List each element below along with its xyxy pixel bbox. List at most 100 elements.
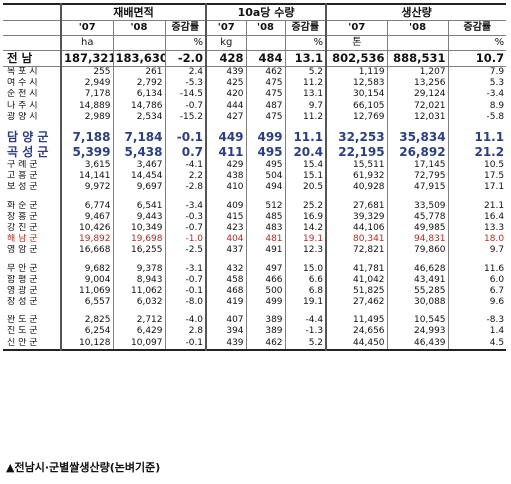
- value-cell: 44,106: [325, 222, 388, 235]
- table-row: 장 흥 군 9,467 9,443 -0.3 415 485 16.9 39,329 45,77…: [3, 211, 507, 223]
- region-name: 영 광 군: [7, 285, 38, 296]
- value-cell: 2,989: [60, 111, 113, 123]
- region-name: 완 도 군: [7, 315, 38, 326]
- value-cell: 12,769: [325, 111, 388, 123]
- spacer-cell: [284, 308, 327, 316]
- value-cell: -0.7: [164, 222, 207, 235]
- value-cell: 6,032: [112, 297, 165, 309]
- value-cell: 12,031: [386, 111, 449, 123]
- spacer-cell: [245, 308, 286, 316]
- value-cell: 51,825: [325, 285, 388, 297]
- value-cell: 30,154: [325, 89, 388, 101]
- value-cell: 11,495: [325, 315, 388, 327]
- value-cell: 41,781: [325, 263, 388, 275]
- value-cell: 4.5: [447, 337, 507, 350]
- value-cell: 475: [245, 89, 286, 101]
- value-cell: 410: [205, 182, 247, 194]
- header-unit: %: [164, 35, 207, 51]
- value-cell: 14,454: [112, 171, 165, 183]
- value-cell: -8.0: [164, 297, 207, 309]
- spacer-cell: [3, 123, 61, 130]
- value-cell: 1.4: [447, 326, 507, 338]
- spacer-cell: [245, 193, 286, 201]
- value-cell: 2,949: [60, 78, 113, 90]
- header-col: 증감률: [284, 20, 327, 36]
- value-cell: 11.1: [447, 129, 507, 145]
- value-cell: 8,943: [112, 274, 165, 286]
- table-row: 구 례 군 3,615 3,467 -4.1 429 495 15.4 15,511 17,14…: [3, 159, 507, 172]
- value-cell: 6.0: [447, 274, 507, 286]
- value-cell: 183,630: [112, 50, 165, 67]
- value-cell: 13.3: [447, 222, 507, 235]
- spacer-cell: [386, 308, 449, 316]
- value-cell: 19,698: [112, 234, 165, 246]
- value-cell: -0.1: [164, 285, 207, 297]
- value-cell: 9,378: [112, 263, 165, 275]
- value-cell: 432: [205, 263, 247, 275]
- value-cell: 14,786: [112, 100, 165, 112]
- value-cell: 17.5: [447, 171, 507, 183]
- value-cell: -14.5: [164, 89, 207, 101]
- value-cell: 79,860: [386, 245, 449, 257]
- value-cell: 468: [205, 285, 247, 297]
- table-row: 신 안 군 10,128 10,097 -0.1 439 462 5.2 44,450 46,4…: [3, 337, 507, 350]
- spacer-cell: [284, 256, 327, 264]
- spacer-cell: [447, 308, 507, 316]
- value-cell: -3.4: [447, 89, 507, 101]
- table-row: 강 진 군 10,426 10,349 -0.7 423 483 14.2 44,106 49,…: [3, 222, 507, 235]
- value-cell: 49,985: [386, 222, 449, 235]
- value-cell: 14,141: [60, 171, 113, 183]
- value-cell: 187,321: [60, 50, 113, 67]
- value-cell: 2.2: [164, 171, 207, 183]
- value-cell: 72,795: [386, 171, 449, 183]
- value-cell: 16.9: [284, 211, 327, 223]
- group-spacer: [3, 193, 507, 201]
- spacer-cell: [112, 193, 165, 201]
- header-unit: kg: [205, 35, 247, 51]
- table-row: 화 순 군 6,774 6,541 -3.4 409 512 25.2 27,681 33,50…: [3, 200, 507, 212]
- group-spacer: [3, 308, 507, 316]
- spacer-cell: [60, 193, 113, 201]
- group-spacer: [3, 256, 507, 264]
- header-unit: [112, 35, 165, 51]
- value-cell: 483: [245, 222, 286, 235]
- value-cell: 25.2: [284, 200, 327, 212]
- header-col: '08: [245, 20, 286, 36]
- value-cell: 499: [245, 129, 286, 145]
- value-cell: 0.7: [164, 144, 207, 160]
- spacer-cell: [164, 122, 207, 130]
- value-cell: 16,668: [60, 245, 113, 257]
- header-col: 증감률: [164, 20, 207, 36]
- table-row: 목 포 시 255 261 2.4 439 462 5.2 1,119 1,207 7.9: [3, 66, 507, 79]
- value-cell: 439: [205, 337, 247, 350]
- value-cell: 10,097: [112, 337, 165, 350]
- value-cell: 9,697: [112, 182, 165, 194]
- value-cell: 494: [245, 182, 286, 194]
- header-unit: [245, 35, 286, 51]
- value-cell: -1.3: [284, 326, 327, 338]
- value-cell: 462: [245, 337, 286, 350]
- spacer-cell: [325, 256, 388, 264]
- value-cell: 12,583: [325, 78, 388, 90]
- value-cell: 6.8: [284, 285, 327, 297]
- rice-production-table: 재배면적 10a당 수량 생산량 '07'08 증감률 '07'08 증감률 '07'08 증감…: [3, 3, 507, 351]
- value-cell: 35,834: [386, 129, 449, 145]
- value-cell: 21.1: [447, 200, 507, 212]
- value-cell: 26,892: [386, 144, 449, 160]
- spacer-cell: [205, 193, 247, 201]
- value-cell: 2,534: [112, 111, 165, 123]
- value-cell: 404: [205, 234, 247, 246]
- region-name: 광 양 시: [7, 111, 38, 122]
- value-cell: 389: [245, 326, 286, 338]
- spacer-cell: [3, 308, 61, 315]
- spacer-cell: [447, 193, 507, 201]
- value-cell: 504: [245, 171, 286, 183]
- value-cell: 19.1: [284, 297, 327, 309]
- value-cell: 17.1: [447, 182, 507, 194]
- header-corner: [3, 20, 61, 36]
- value-cell: 72,021: [386, 100, 449, 112]
- value-cell: -8.3: [447, 315, 507, 327]
- spacer-cell: [205, 122, 247, 130]
- value-cell: 389: [245, 315, 286, 327]
- table-row: 여 수 시 2,949 2,792 -5.3 425 475 11.2 12,583 13,25…: [3, 78, 507, 90]
